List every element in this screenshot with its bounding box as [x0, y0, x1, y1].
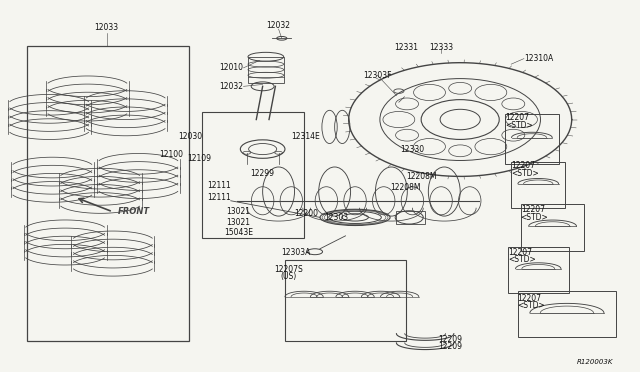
Text: <STD>: <STD> [518, 301, 545, 311]
Text: 12030: 12030 [178, 132, 202, 141]
Text: 12331: 12331 [394, 43, 418, 52]
Text: 12330: 12330 [401, 145, 424, 154]
Text: 12208M: 12208M [390, 183, 420, 192]
Text: FRONT: FRONT [117, 207, 150, 217]
Text: <STD>: <STD> [521, 213, 548, 222]
Bar [285, 260, 406, 341]
Text: 13021: 13021 [226, 218, 250, 227]
Text: 12209: 12209 [438, 335, 462, 344]
Text: 12010: 12010 [220, 63, 244, 72]
Text: 12111: 12111 [207, 182, 231, 190]
Text: 13021: 13021 [226, 207, 250, 217]
Bar [505, 114, 559, 164]
Text: 12310A: 12310A [524, 54, 553, 63]
Text: 12303F: 12303F [363, 71, 392, 80]
Text: R120003K: R120003K [577, 359, 613, 365]
Text: (US): (US) [280, 272, 296, 281]
Bar [511, 162, 565, 208]
Text: 12033: 12033 [95, 23, 118, 32]
Text: <STD>: <STD> [505, 121, 532, 129]
Text: 12100: 12100 [159, 150, 183, 159]
Text: 12209: 12209 [438, 342, 462, 351]
Text: 12207: 12207 [521, 205, 545, 215]
Text: 12207: 12207 [505, 113, 529, 122]
Text: 12299: 12299 [251, 169, 275, 177]
Text: 12303: 12303 [324, 213, 349, 222]
Bar [508, 247, 568, 293]
Text: 12111: 12111 [207, 193, 231, 202]
Text: 12333: 12333 [429, 43, 453, 52]
Text: 15043E: 15043E [224, 228, 253, 237]
Bar [27, 46, 189, 341]
Text: 12207S: 12207S [274, 264, 303, 273]
Text: 12032: 12032 [220, 82, 244, 91]
Text: 12208M: 12208M [406, 172, 436, 181]
Text: 12200: 12200 [294, 209, 319, 218]
Bar [521, 205, 584, 251]
Text: 12314E: 12314E [291, 132, 320, 141]
Bar [518, 291, 616, 337]
Bar [396, 211, 425, 224]
Text: 12207: 12207 [518, 294, 541, 303]
Text: 12303A: 12303A [281, 248, 310, 257]
Text: 12207: 12207 [508, 248, 532, 257]
Text: 12207: 12207 [511, 161, 535, 170]
Text: <STD>: <STD> [508, 255, 536, 264]
Bar [202, 112, 304, 238]
Text: <STD>: <STD> [511, 169, 539, 177]
Text: 12032: 12032 [267, 21, 291, 30]
Bar [248, 57, 284, 83]
Text: 12109: 12109 [188, 154, 212, 163]
